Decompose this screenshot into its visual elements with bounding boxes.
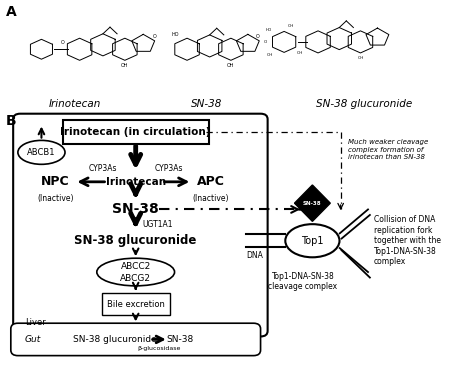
Text: UGT1A1: UGT1A1 — [143, 220, 173, 229]
Text: SN-38: SN-38 — [112, 203, 159, 216]
Text: SN-38: SN-38 — [303, 201, 322, 206]
Text: Liver: Liver — [25, 318, 46, 327]
Text: Collision of DNA
replication fork
together with the
Top1-DNA-SN-38
complex: Collision of DNA replication fork togeth… — [374, 216, 441, 266]
Text: ABCG2: ABCG2 — [120, 274, 151, 283]
Text: B: B — [6, 114, 17, 128]
Text: SN-38: SN-38 — [191, 99, 222, 109]
Text: CYP3As: CYP3As — [89, 164, 117, 173]
Text: Bile excretion: Bile excretion — [107, 299, 164, 309]
Text: O: O — [153, 33, 156, 39]
Text: ABCB1: ABCB1 — [27, 148, 55, 157]
Text: (Inactive): (Inactive) — [193, 194, 229, 203]
FancyBboxPatch shape — [11, 323, 261, 356]
Text: HO: HO — [172, 32, 179, 37]
FancyBboxPatch shape — [13, 114, 268, 336]
Text: Irinotecan (in circulation): Irinotecan (in circulation) — [61, 127, 211, 137]
Text: OH: OH — [121, 63, 128, 68]
Ellipse shape — [285, 224, 339, 257]
Text: OH: OH — [288, 24, 294, 29]
Text: SN-38: SN-38 — [167, 335, 194, 344]
Text: Much weaker cleavage
complex formation of
irinotecan than SN-38: Much weaker cleavage complex formation o… — [348, 139, 428, 160]
Text: Gut: Gut — [25, 335, 41, 344]
FancyBboxPatch shape — [101, 293, 170, 315]
Text: OH: OH — [297, 51, 303, 55]
Ellipse shape — [18, 140, 65, 164]
Text: HO: HO — [265, 28, 272, 32]
Text: OH: OH — [267, 53, 273, 57]
Text: O: O — [61, 40, 64, 45]
Text: O: O — [256, 33, 260, 39]
Text: ABCC2: ABCC2 — [120, 262, 151, 271]
Text: SN-38 glucuronide: SN-38 glucuronide — [74, 234, 197, 247]
Text: SN-38 glucuronide: SN-38 glucuronide — [316, 99, 412, 109]
Text: CYP3As: CYP3As — [155, 164, 183, 173]
Text: NPC: NPC — [41, 175, 70, 188]
Text: Top1: Top1 — [301, 236, 324, 246]
Text: β-glucosidase: β-glucosidase — [137, 346, 181, 351]
Ellipse shape — [97, 258, 174, 286]
Polygon shape — [294, 185, 330, 221]
Text: Irinotecan: Irinotecan — [48, 99, 100, 109]
Text: OH: OH — [357, 56, 364, 60]
FancyBboxPatch shape — [63, 120, 209, 144]
Text: DNA: DNA — [246, 251, 263, 260]
Text: APC: APC — [197, 175, 225, 188]
Text: Irinotecan: Irinotecan — [106, 177, 166, 187]
Text: A: A — [6, 5, 17, 19]
Text: (Inactive): (Inactive) — [37, 194, 74, 203]
Text: OH: OH — [227, 63, 235, 68]
Text: O: O — [264, 40, 267, 44]
Text: Top1-DNA-SN-38
cleavage complex: Top1-DNA-SN-38 cleavage complex — [268, 272, 337, 292]
Text: SN-38 glucuronide: SN-38 glucuronide — [73, 335, 156, 344]
